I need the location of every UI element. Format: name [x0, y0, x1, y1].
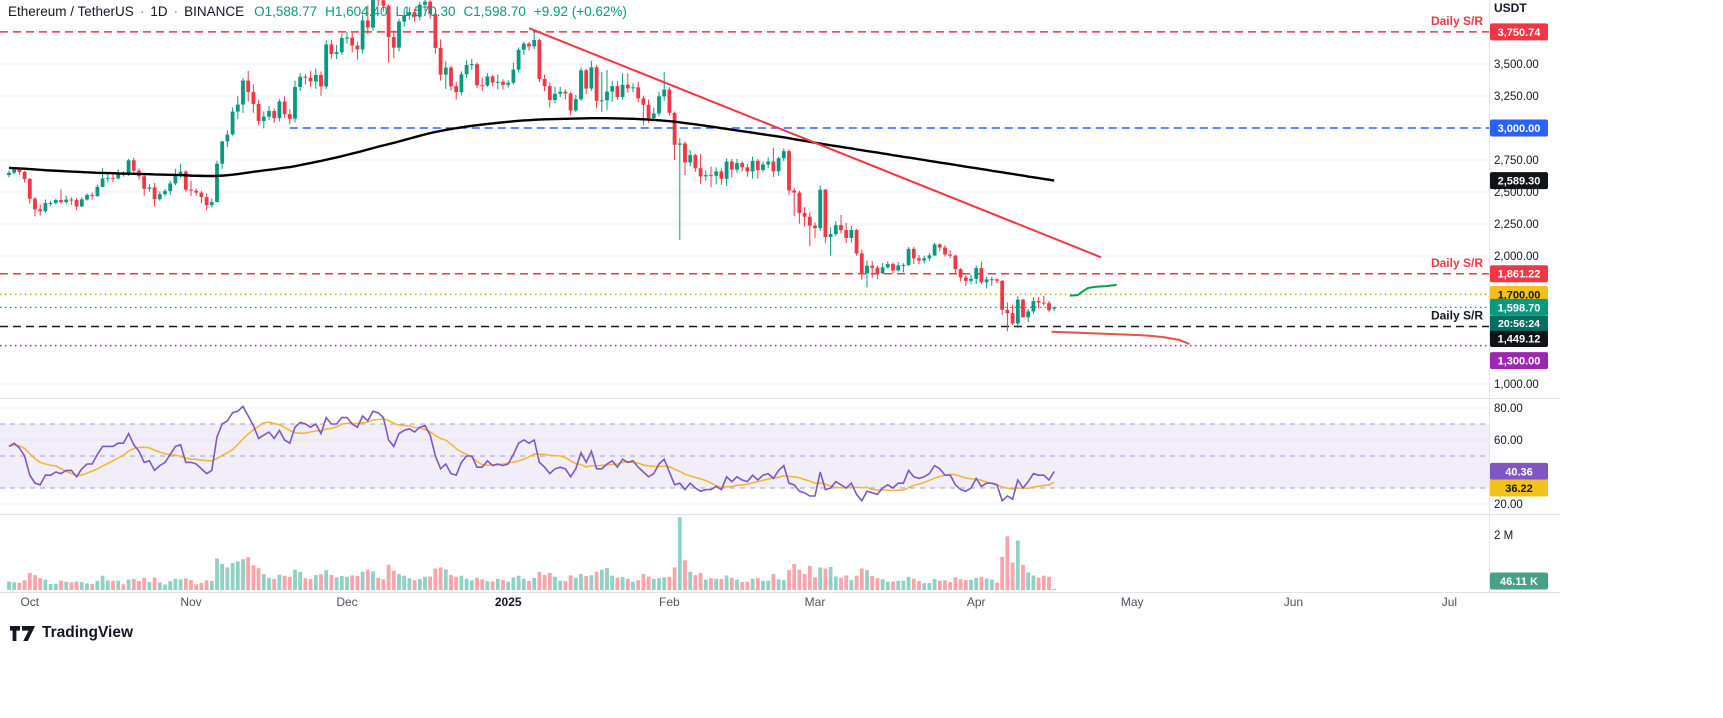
time-axis-label: Dec [336, 595, 357, 609]
svg-text:80.00: 80.00 [1494, 403, 1523, 415]
axis-badge: 36.22 [1490, 479, 1548, 497]
axis-badge: 3,750.74 [1490, 23, 1548, 41]
svg-text:1,598.70: 1,598.70 [1498, 302, 1541, 314]
exchange-label[interactable]: BINANCE [184, 4, 245, 19]
level-label: Daily S/R [1431, 256, 1483, 270]
price-pane[interactable]: Daily S/R Daily S/R Daily S/R [0, 0, 1489, 347]
level-label: Daily S/R [1431, 14, 1483, 28]
svg-text:1,861.22: 1,861.22 [1498, 269, 1541, 281]
time-axis-label: Jul [1442, 595, 1457, 609]
rsi-pane[interactable] [0, 405, 1489, 503]
sma200-line [8, 116, 1055, 182]
grid-lines [0, 63, 1489, 505]
svg-text:46.11 K: 46.11 K [1500, 576, 1538, 588]
svg-text:1,700.00: 1,700.00 [1498, 289, 1541, 301]
trendline[interactable] [528, 27, 1102, 259]
axis-currency-label: USDT [1494, 1, 1527, 15]
svg-text:1,300.00: 1,300.00 [1498, 356, 1541, 368]
axis-badge: 1,300.00 [1490, 352, 1548, 370]
rsi-ma-line [8, 418, 1055, 492]
price-axis[interactable]: USDT 3,500.00 3,250.00 3,000.00 2,750.00 2,50… [1490, 1, 1548, 590]
svg-text:3,750.74: 3,750.74 [1498, 27, 1542, 39]
axis-badge: 3,000.00 [1490, 119, 1548, 137]
svg-text:20:56:24: 20:56:24 [1498, 318, 1540, 330]
svg-text:2,500.00: 2,500.00 [1494, 187, 1539, 199]
svg-text:2,589.30: 2,589.30 [1498, 176, 1541, 188]
axis-badge: 2,589.30 [1490, 172, 1548, 190]
time-axis-label: Mar [805, 595, 826, 609]
symbol-name[interactable]: Ethereum / TetherUS [8, 4, 134, 19]
svg-text:1,000.00: 1,000.00 [1494, 379, 1539, 391]
time-axis-label: Apr [967, 595, 986, 609]
svg-text:2,000.00: 2,000.00 [1494, 251, 1539, 263]
svg-text:3,500.00: 3,500.00 [1494, 59, 1539, 71]
svg-text:3,000.00: 3,000.00 [1498, 123, 1541, 135]
projection-line[interactable] [1069, 283, 1117, 297]
svg-text:60.00: 60.00 [1494, 435, 1523, 447]
time-axis-label: Feb [659, 595, 680, 609]
svg-text:1,449.12: 1,449.12 [1498, 333, 1541, 345]
axis-badge: 40.36 [1490, 462, 1548, 480]
svg-text:3,250.00: 3,250.00 [1494, 91, 1539, 103]
axis-badge: 1,700.00 [1490, 285, 1548, 303]
tradingview-logo[interactable]: TradingView [10, 624, 133, 642]
time-axis-label: Nov [180, 595, 201, 609]
tradingview-logo-icon [10, 625, 35, 641]
time-axis[interactable]: Oct Nov Dec 2025 Feb Mar Apr May Jun Jul [20, 595, 1457, 609]
axis-badge: 1,449.12 [1490, 330, 1548, 348]
candlestick-series [7, 0, 1057, 332]
svg-text:36.22: 36.22 [1505, 483, 1533, 495]
volume-pane[interactable] [7, 517, 1057, 590]
countdown-badge: 20:56:24 [1490, 315, 1548, 331]
svg-text:2 M: 2 M [1494, 530, 1513, 542]
interval-label[interactable]: 1D [150, 4, 168, 19]
svg-text:2,250.00: 2,250.00 [1494, 219, 1539, 231]
svg-text:2,750.00: 2,750.00 [1494, 155, 1539, 167]
time-axis-label: May [1121, 595, 1144, 609]
pane-separators [0, 0, 1560, 593]
time-axis-label: 2025 [495, 595, 522, 609]
axis-badge: 1,598.70 [1490, 298, 1548, 316]
svg-text:20.00: 20.00 [1494, 499, 1523, 511]
projection-line[interactable] [1051, 330, 1190, 345]
axis-badge: 1,861.22 [1490, 265, 1548, 283]
rsi-line [8, 405, 1055, 503]
tradingview-logo-text: TradingView [42, 624, 134, 641]
level-label: Daily S/R [1431, 309, 1483, 323]
chart-canvas[interactable]: Daily S/R Daily S/R Daily S/R USDT 3,500.00 3… [0, 0, 1723, 660]
time-axis-label: Oct [20, 595, 39, 609]
time-axis-label: Jun [1284, 595, 1303, 609]
svg-text:40.36: 40.36 [1505, 466, 1533, 478]
axis-badge: 46.11 K [1490, 572, 1548, 590]
